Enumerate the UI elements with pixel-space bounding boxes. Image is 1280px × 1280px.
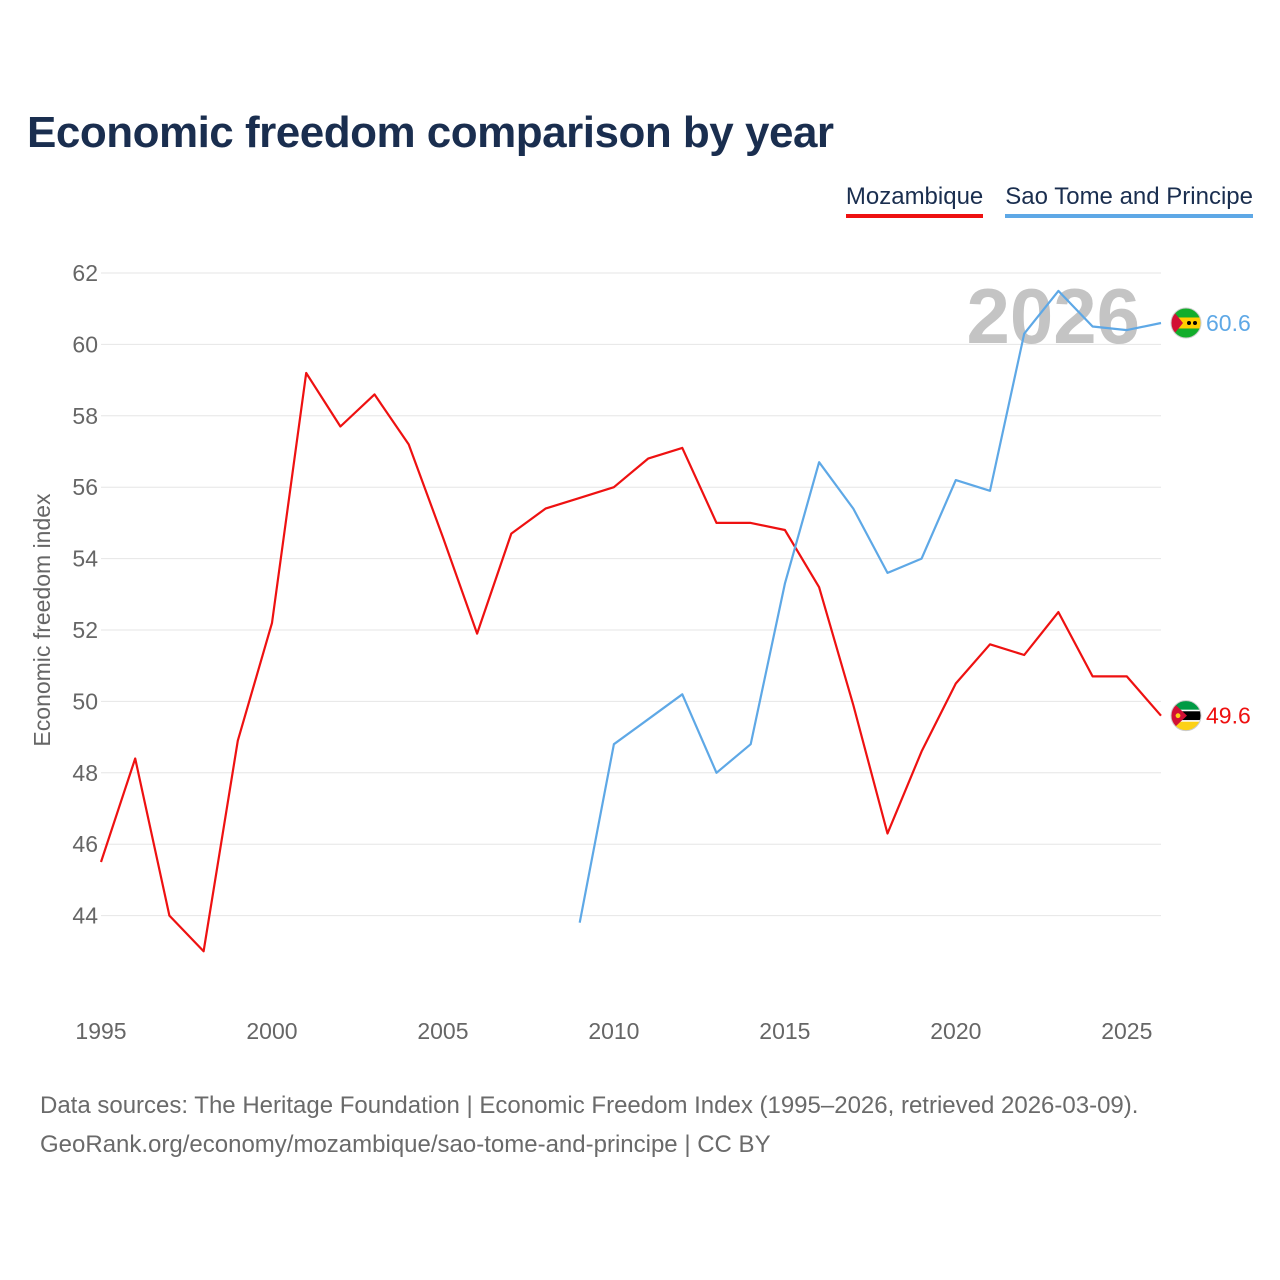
sao-tome-flag-icon	[1170, 307, 1202, 339]
mozambique-flag-icon	[1170, 700, 1202, 732]
source-url: GeoRank.org/economy/mozambique/sao-tome-…	[40, 1131, 771, 1158]
x-tick-label: 1995	[75, 1018, 126, 1044]
legend-item-mozambique[interactable]: Mozambique	[845, 183, 984, 218]
y-tick-label: 46	[72, 831, 98, 857]
legend-item-sao-tome[interactable]: Sao Tome and Principe	[1005, 183, 1253, 218]
x-tick-label: 2010	[588, 1018, 639, 1044]
y-axis-ticks: 44 46 48 50 52 54 56 58 60 62	[72, 260, 98, 929]
chart-title: Economic freedom comparison by year	[27, 108, 834, 157]
x-tick-label: 2005	[417, 1018, 468, 1044]
line-chart: 44 46 48 50 52 54 56 58 60 62 1995 2000 2005 2010 201…	[29, 260, 1251, 1044]
y-tick-label: 54	[72, 546, 98, 572]
x-tick-label: 2015	[759, 1018, 810, 1044]
series-line-mozambique	[99, 371, 1162, 953]
series-line-sao-tome	[578, 289, 1162, 923]
y-tick-label: 58	[72, 403, 98, 429]
legend: Mozambique Sao Tome and Principe	[845, 183, 1253, 218]
gridlines	[101, 272, 1161, 917]
y-tick-label: 48	[72, 760, 98, 786]
y-axis-title: Economic freedom index	[29, 493, 55, 747]
x-tick-label: 2025	[1101, 1018, 1152, 1044]
y-tick-label: 52	[72, 617, 98, 643]
y-tick-label: 60	[72, 331, 98, 357]
x-tick-label: 2000	[246, 1018, 297, 1044]
series-lines	[99, 289, 1162, 953]
end-label-sao-tome: 60.6	[1206, 310, 1251, 336]
current-year-watermark: 2026	[966, 272, 1140, 360]
data-source-note: Data sources: The Heritage Foundation | …	[40, 1092, 1139, 1119]
end-label-mozambique: 49.6	[1206, 703, 1251, 729]
end-markers: 60.6 49.6	[1170, 307, 1251, 732]
y-tick-label: 62	[72, 260, 98, 286]
footer: Data sources: The Heritage Foundation | …	[40, 1086, 1138, 1164]
x-tick-label: 2020	[930, 1018, 981, 1044]
y-tick-label: 56	[72, 474, 98, 500]
y-tick-label: 44	[72, 903, 98, 929]
x-axis-ticks: 1995 2000 2005 2010 2015 2020 2025	[75, 1018, 1152, 1044]
y-tick-label: 50	[72, 688, 98, 714]
